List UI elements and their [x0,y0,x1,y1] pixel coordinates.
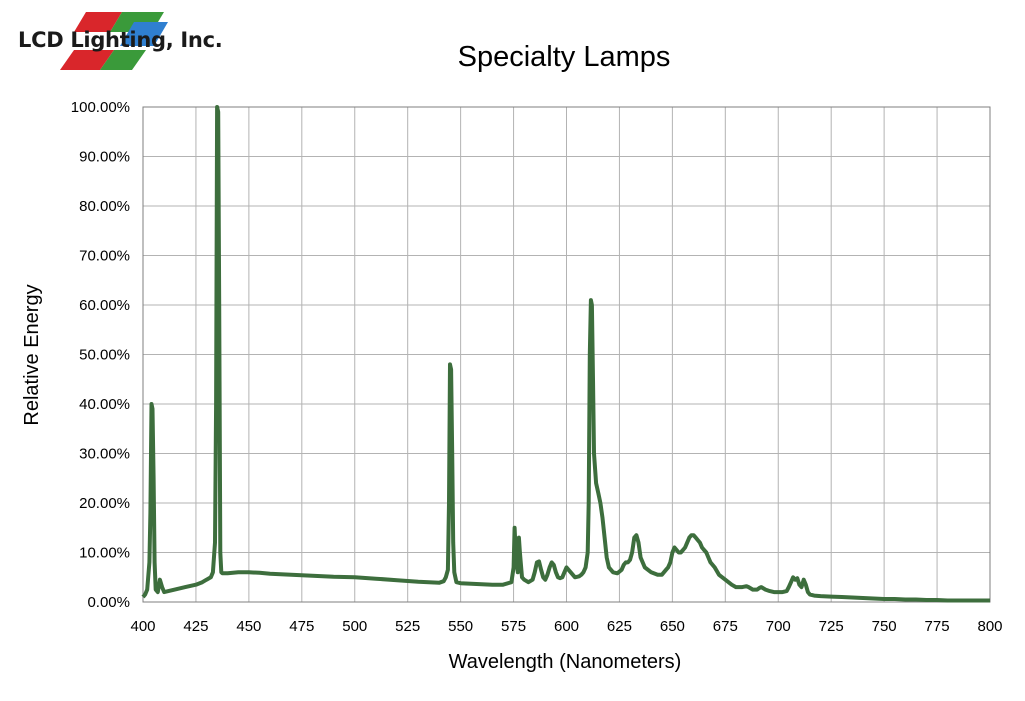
x-tick-label: 400 [130,618,155,635]
x-tick-label: 725 [819,618,844,635]
logo-blue-bar [120,22,168,46]
y-tick-label: 60.00% [79,297,130,314]
chart-title: Specialty Lamps [458,41,671,73]
logo-text: LCD Lighting, Inc. [18,28,223,52]
x-tick-label: 800 [977,618,1002,635]
x-tick-label: 525 [395,618,420,635]
x-axis-label: Wavelength (Nanometers) [449,651,682,673]
y-tick-label: 80.00% [79,198,130,215]
logo-green-bar-bottom [100,50,146,70]
x-tick-label: 575 [501,618,526,635]
x-tick-label: 550 [448,618,473,635]
grid [142,106,991,603]
y-tick-label: 0.00% [87,594,130,611]
y-tick-label: 100.00% [71,99,130,116]
y-axis-label: Relative Energy [21,284,43,425]
x-tick-label: 750 [872,618,897,635]
x-tick-label: 775 [925,618,950,635]
y-tick-label: 70.00% [79,248,130,265]
logo-red-bar [74,12,122,32]
x-tick-label: 475 [289,618,314,635]
y-tick-label: 40.00% [79,396,130,413]
x-tick-label: 675 [713,618,738,635]
series-line [141,105,990,603]
y-tick-label: 90.00% [79,149,130,166]
logo-red-bar-bottom [60,50,114,70]
y-tick-label: 50.00% [79,347,130,364]
company-logo: LCD Lighting, Inc. [14,10,224,72]
logo-color-bars [60,12,168,70]
y-axis: 0.00% 10.00% 20.00% 30.00% 40.00% 50.00% 60.00… [71,99,130,611]
y-tick-label: 30.00% [79,446,130,463]
y-tick-label: 20.00% [79,495,130,512]
x-tick-label: 650 [660,618,685,635]
x-tick-label: 600 [554,618,579,635]
x-tick-label: 500 [342,618,367,635]
y-tick-label: 10.00% [79,545,130,562]
x-tick-label: 700 [766,618,791,635]
x-tick-label: 450 [236,618,261,635]
x-tick-label: 425 [183,618,208,635]
x-tick-label: 625 [607,618,632,635]
x-axis: 400 425 450 475 500 525 550 575 600 625 650 675 700 7… [130,618,1002,635]
plot-area [142,106,991,603]
